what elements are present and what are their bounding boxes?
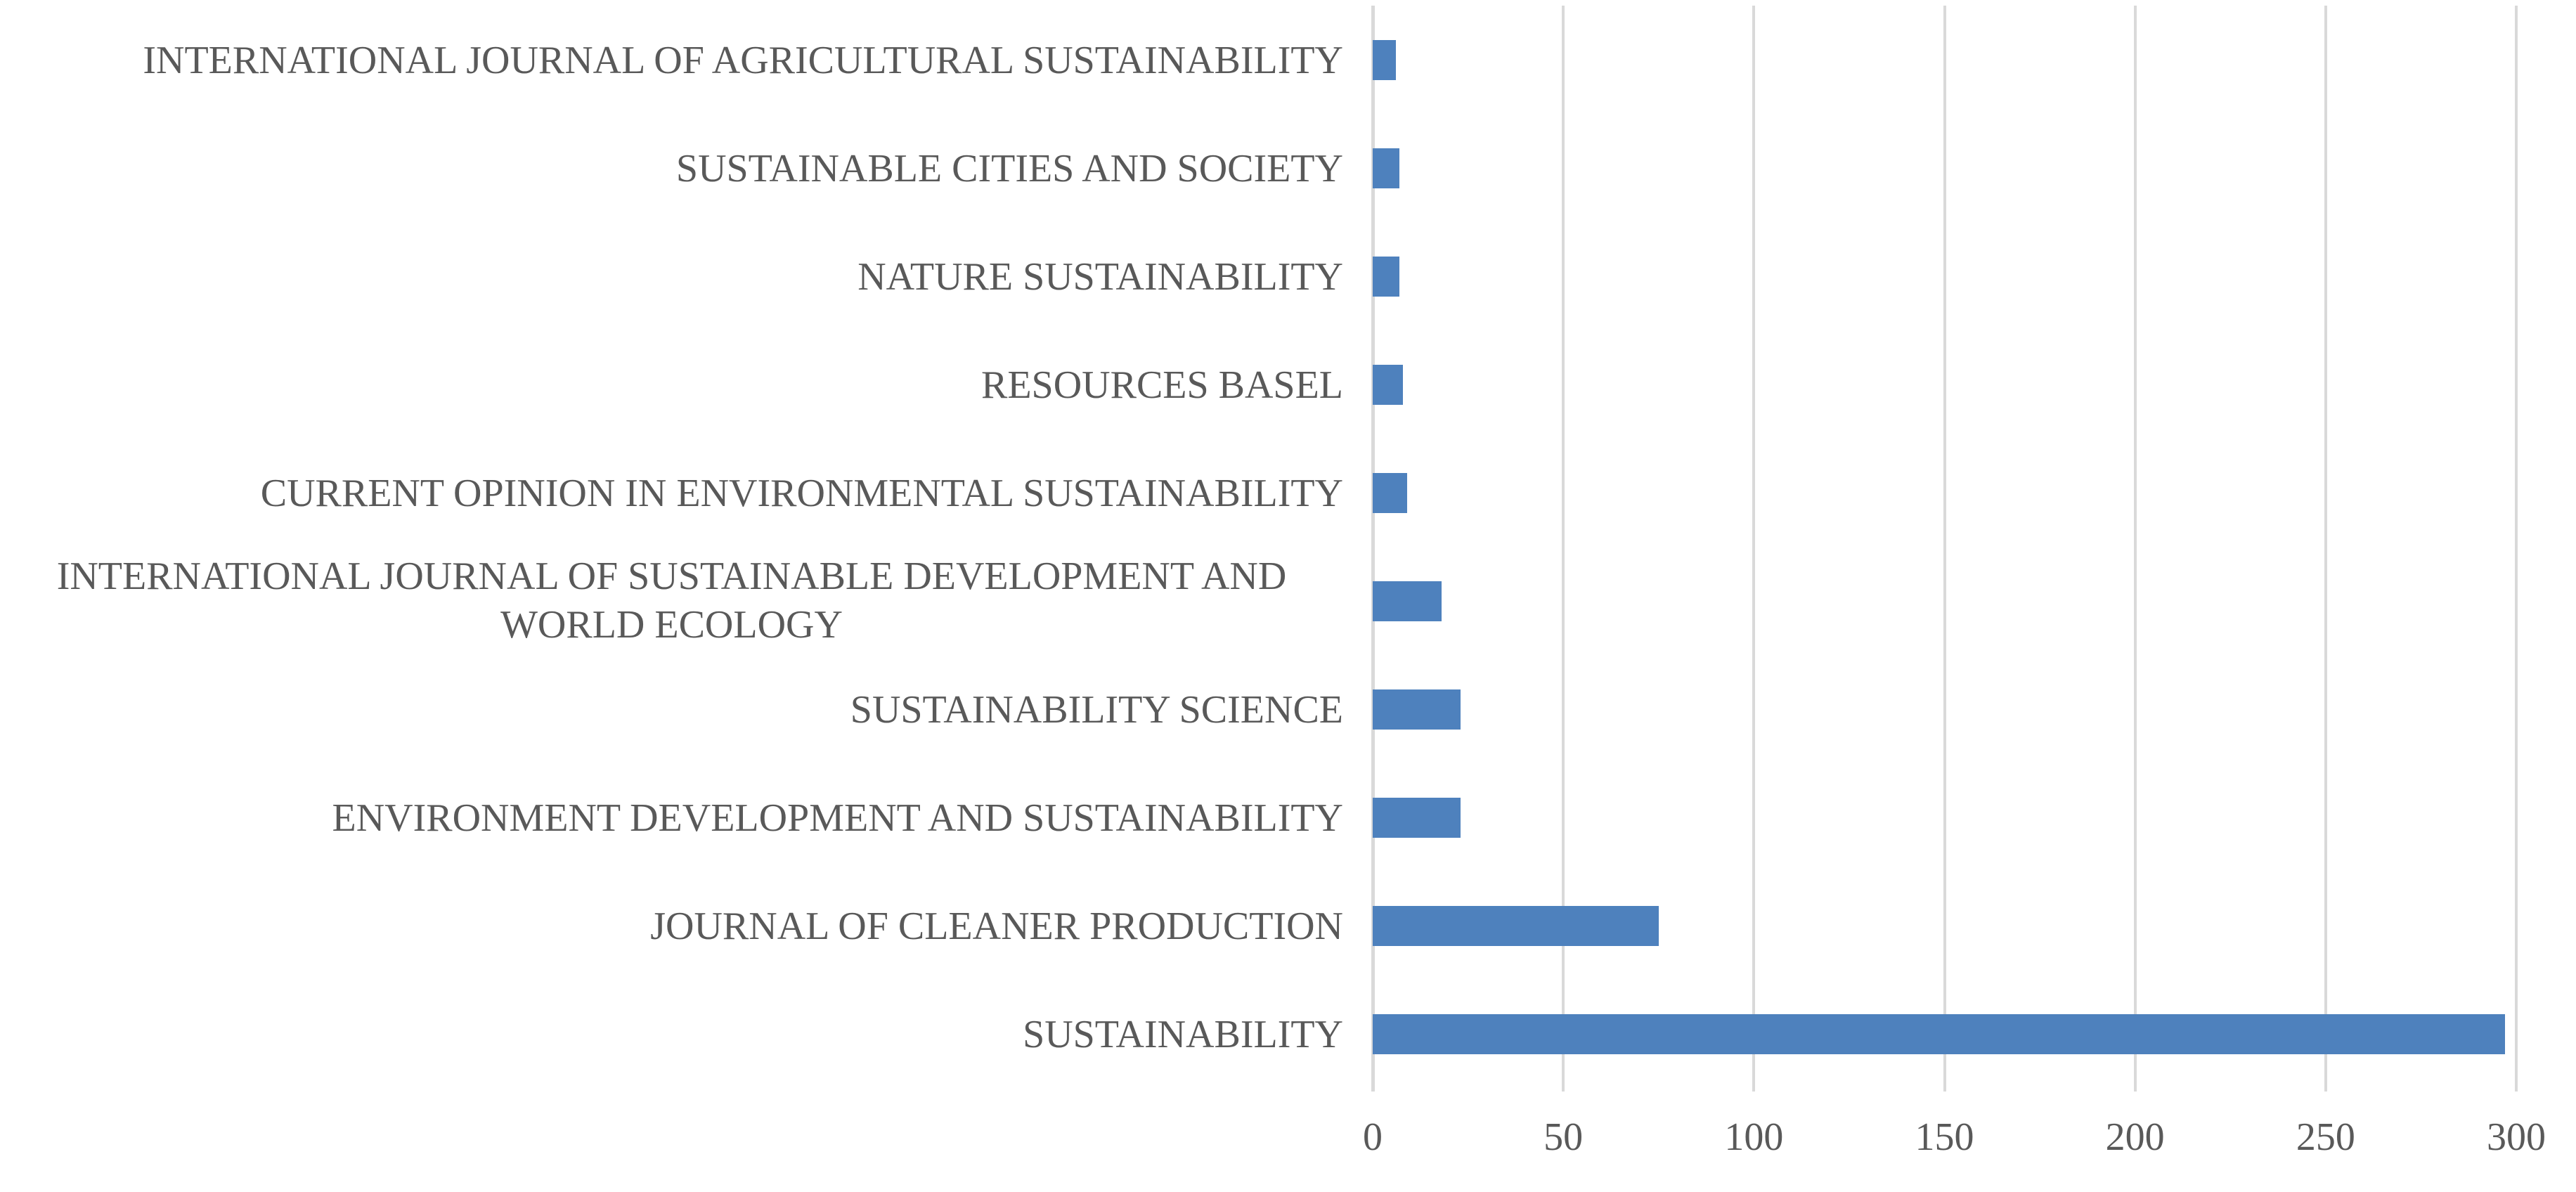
bar-5 [1373,581,1442,621]
chart-row: SUSTAINABILITY SCIENCE [0,655,2576,763]
category-label-text: SUSTAINABILITY [1023,1013,1343,1057]
bar-0 [1373,39,1396,80]
category-label-text: INTERNATIONAL JOURNAL OF SUSTAINABLE DEV… [56,554,1287,647]
chart-row: INTERNATIONAL JOURNAL OF SUSTAINABLE DEV… [0,547,2576,655]
category-label: RESOURCES BASEL [0,358,1373,410]
bar-rows: INTERNATIONAL JOURNAL OF AGRICULTURAL SU… [0,6,2576,1088]
gridline-100 [1752,6,1756,1091]
category-label: SUSTAINABILITY SCIENCE [0,683,1373,735]
bar-4 [1373,472,1407,513]
category-label: INTERNATIONAL JOURNAL OF AGRICULTURAL SU… [0,34,1373,86]
x-tick-label-50: 50 [1543,1115,1584,1159]
x-tick-label-150: 150 [1915,1115,1974,1159]
category-label-text: SUSTAINABLE CITIES AND SOCIETY [675,147,1343,191]
category-label: SUSTAINABILITY [0,1008,1373,1060]
bar-2 [1373,256,1399,297]
x-tick-label-200: 200 [2105,1115,2165,1159]
category-label-text: CURRENT OPINION IN ENVIRONMENTAL SUSTAIN… [260,472,1343,516]
bar-6 [1373,689,1461,730]
gridline-200 [2133,6,2137,1091]
category-label: CURRENT OPINION IN ENVIRONMENTAL SUSTAIN… [0,467,1373,519]
bar-7 [1373,797,1461,838]
category-label: ENVIRONMENT DEVELOPMENT AND SUSTAINABILI… [0,791,1373,843]
gridline-250 [2324,6,2327,1091]
category-label-text: ENVIRONMENT DEVELOPMENT AND SUSTAINABILI… [332,796,1344,841]
x-tick-label-100: 100 [1724,1115,1784,1159]
x-tick-label-0: 0 [1363,1115,1383,1159]
bar-9 [1373,1013,2505,1054]
category-label-text: RESOURCES BASEL [981,363,1343,408]
category-label: SUSTAINABLE CITIES AND SOCIETY [0,142,1373,194]
category-label-text: INTERNATIONAL JOURNAL OF AGRICULTURAL SU… [143,39,1343,83]
chart-row: SUSTAINABILITY [0,980,2576,1088]
category-label: JOURNAL OF CLEANER PRODUCTION [0,900,1373,952]
chart-row: INTERNATIONAL JOURNAL OF AGRICULTURAL SU… [0,6,2576,114]
x-axis: 0 50 100 150 200 250 300 [1363,1115,2546,1171]
category-label: NATURE SUSTAINABILITY [0,250,1373,302]
bar-8 [1373,905,1659,946]
plot-area [1371,6,2518,1091]
category-axis-line [1371,6,1375,1091]
category-label: INTERNATIONAL JOURNAL OF SUSTAINABLE DEV… [0,552,1373,650]
chart-row: NATURE SUSTAINABILITY [0,222,2576,330]
bar-1 [1373,148,1399,188]
gridline-300 [2515,6,2518,1091]
chart-row: ENVIRONMENT DEVELOPMENT AND SUSTAINABILI… [0,763,2576,872]
chart-row: CURRENT OPINION IN ENVIRONMENTAL SUSTAIN… [0,439,2576,547]
chart-row: SUSTAINABLE CITIES AND SOCIETY [0,114,2576,222]
category-label-text: NATURE SUSTAINABILITY [857,255,1343,299]
chart-row: RESOURCES BASEL [0,330,2576,439]
x-tick-label-250: 250 [2296,1115,2355,1159]
category-label-text: JOURNAL OF CLEANER PRODUCTION [650,905,1343,949]
chart-row: JOURNAL OF CLEANER PRODUCTION [0,872,2576,980]
bar-3 [1373,364,1404,405]
gridline-150 [1943,6,1946,1091]
gridline-50 [1562,6,1565,1091]
category-label-text: SUSTAINABILITY SCIENCE [850,688,1343,732]
x-tick-label-300: 300 [2487,1115,2546,1159]
